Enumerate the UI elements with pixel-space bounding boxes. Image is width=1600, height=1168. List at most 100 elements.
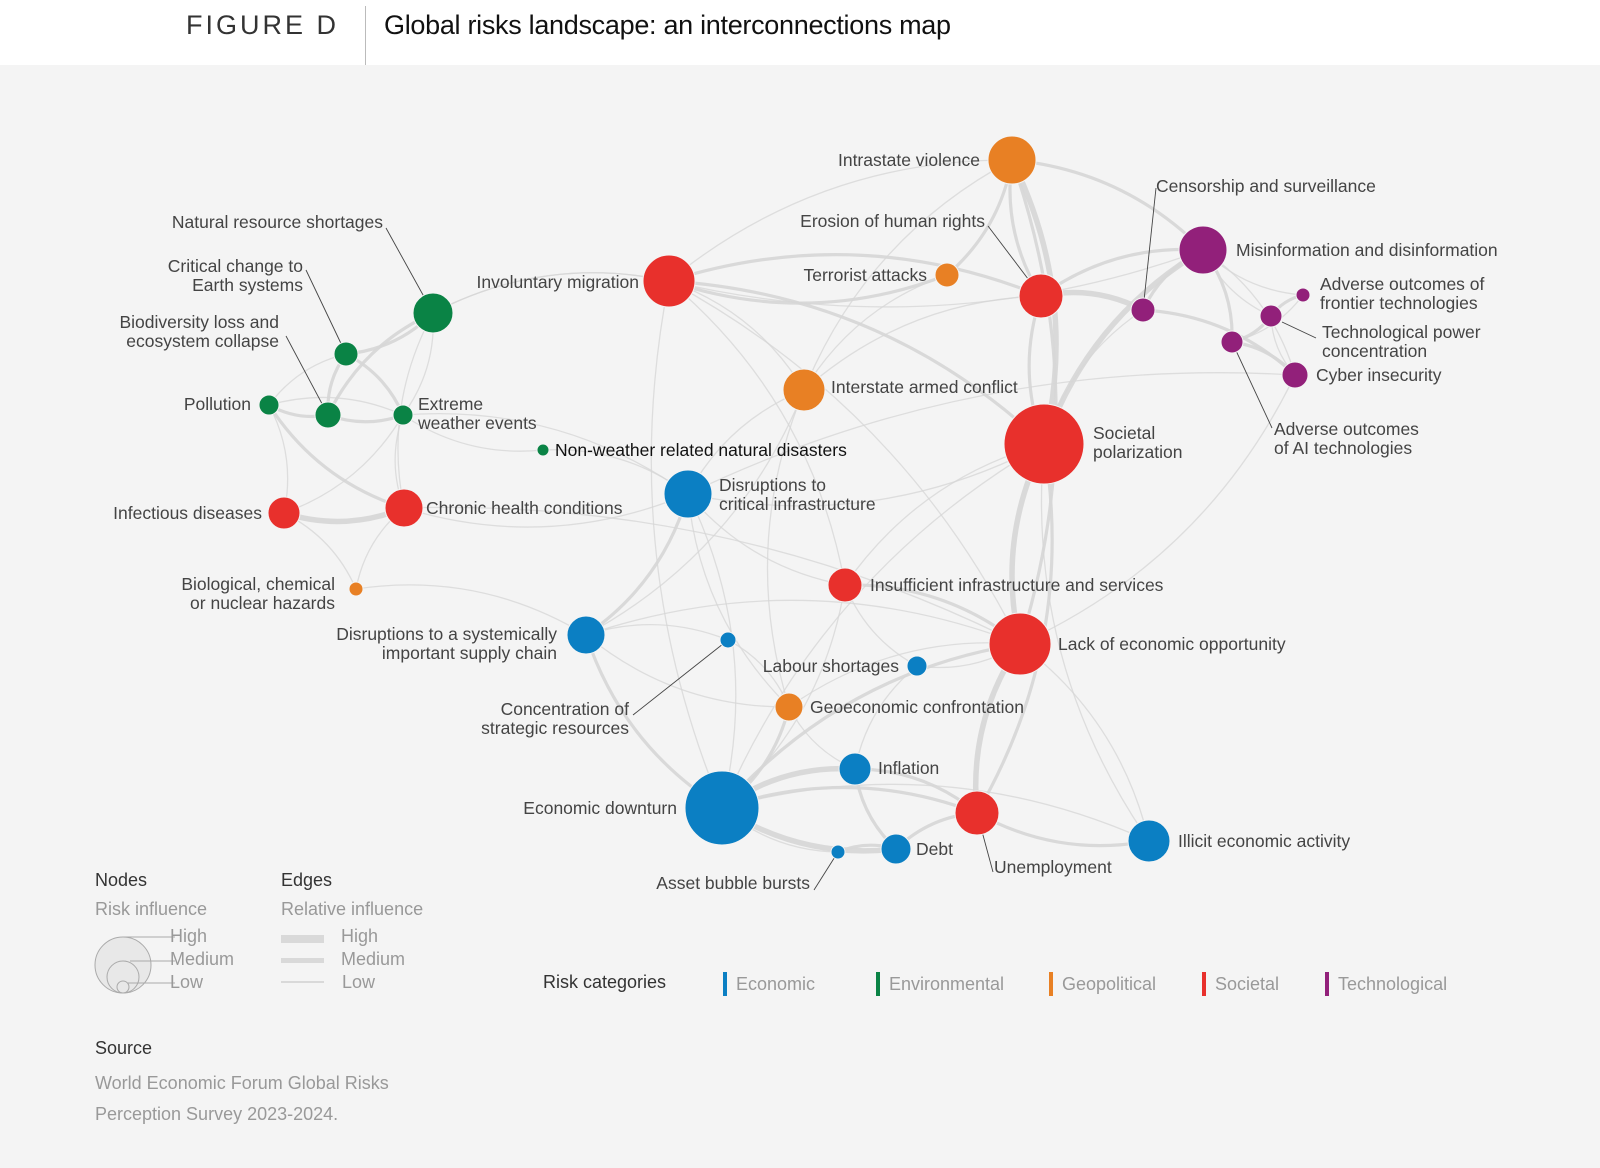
leader-line	[305, 269, 347, 355]
labels-layer: Intrastate violence Censorship and survei…	[113, 150, 1498, 893]
edge-critinfra-geoecon	[687, 493, 790, 708]
node-downturn[interactable]	[684, 770, 760, 846]
legend-edges-title: Edges	[281, 870, 333, 890]
node-involuntary[interactable]	[642, 254, 696, 308]
node-pollution[interactable]	[258, 394, 280, 416]
geopolitical-swatch	[1049, 972, 1053, 996]
node-lackecon[interactable]	[988, 612, 1052, 676]
edge-extreme-infectious	[283, 414, 404, 514]
node-label-erosion: Erosion of human rights	[800, 211, 985, 231]
leader-line	[632, 639, 729, 716]
node-label-intrastate: Intrastate violence	[838, 150, 980, 170]
source-line-1: World Economic Forum Global Risks	[95, 1073, 389, 1093]
leader-line	[1281, 321, 1317, 339]
edge-supply-geoecon	[585, 634, 790, 708]
category-label: Geopolitical	[1062, 973, 1157, 994]
edge-downturn-unemployment	[721, 785, 978, 815]
legend-nodes-subtitle: Risk influence	[95, 899, 208, 919]
node-label-extreme: Extreme weather events	[417, 394, 537, 433]
edge-supply-lackecon	[585, 599, 1021, 645]
node-label-critical: Critical change to Earth systems	[168, 256, 303, 295]
node-cyber[interactable]	[1281, 361, 1309, 389]
node-asset[interactable]	[830, 844, 846, 860]
node-label-misinfo: Misinformation and disinformation	[1236, 240, 1498, 260]
node-natres[interactable]	[412, 292, 454, 334]
edge-natres-involuntary	[432, 272, 670, 314]
legend-nodes: Nodes Risk influence	[95, 870, 207, 920]
edge-critinfra-downturn	[687, 493, 737, 809]
source-text: World Economic Forum Global Risks Percep…	[95, 1068, 389, 1130]
edge-critical-extreme	[345, 352, 405, 416]
legend-nodes-title: Nodes	[95, 870, 148, 890]
node-label-nonweather: Non-weather related natural disasters	[555, 440, 847, 460]
nodes-layer	[258, 135, 1311, 865]
category-economic: Economic	[723, 972, 815, 996]
edge-intrastate-misinfo	[1011, 158, 1205, 252]
category-label: Environmental	[889, 973, 1005, 994]
node-polarization[interactable]	[1003, 403, 1085, 485]
node-censorship[interactable]	[1130, 297, 1156, 323]
legend-edge-low: Low	[342, 972, 376, 992]
node-critical[interactable]	[333, 341, 359, 367]
node-label-biochem: Biological, chemical or nuclear hazards	[181, 574, 335, 613]
leader-lines-layer	[285, 187, 1317, 891]
category-label: Technological	[1338, 973, 1448, 994]
node-label-biodiv: Biodiversity loss and ecosystem collapse	[119, 312, 279, 351]
node-label-insufficient: Insufficient infrastructure and services	[870, 575, 1164, 595]
node-labour[interactable]	[906, 655, 928, 677]
node-label-polarization: Societal polarization	[1093, 423, 1183, 462]
node-debt[interactable]	[880, 833, 912, 865]
legend-node-high: High	[170, 926, 208, 946]
node-inflation[interactable]	[838, 752, 872, 786]
edge-pollution-extreme	[268, 396, 404, 416]
node-frontier[interactable]	[1295, 287, 1311, 303]
node-label-critinfra: Disruptions to critical infrastructure	[719, 475, 876, 514]
node-biochem[interactable]	[348, 581, 364, 597]
edge-chronic-critinfra	[403, 493, 689, 528]
node-label-downturn: Economic downturn	[523, 798, 677, 818]
node-nonweather[interactable]	[536, 443, 550, 457]
node-extreme[interactable]	[392, 404, 414, 426]
node-critinfra[interactable]	[663, 469, 713, 519]
node-misinfo[interactable]	[1178, 225, 1228, 275]
node-label-inflation: Inflation	[878, 758, 939, 778]
node-insufficient[interactable]	[827, 567, 863, 603]
figure-title: Global risks landscape: an interconnecti…	[384, 10, 951, 40]
node-terrorist[interactable]	[934, 262, 960, 288]
edge-interstate-supply	[585, 389, 805, 636]
node-intrastate[interactable]	[987, 135, 1037, 185]
edge-interstate-geoecon	[766, 389, 805, 708]
node-label-illicit: Illicit economic activity	[1178, 831, 1350, 851]
edge-low-swatch	[281, 981, 324, 983]
node-label-frontier: Adverse outcomes of frontier technologies	[1320, 274, 1485, 313]
node-label-labour: Labour shortages	[763, 656, 899, 676]
node-ai[interactable]	[1220, 330, 1244, 354]
node-infectious[interactable]	[267, 496, 301, 530]
node-concentration[interactable]	[719, 631, 737, 649]
category-societal: Societal	[1202, 972, 1279, 996]
node-techpower[interactable]	[1259, 304, 1283, 328]
node-chronic[interactable]	[384, 488, 424, 528]
figure-header: FIGURE D Global risks landscape: an inte…	[0, 0, 1600, 65]
node-label-asset: Asset bubble bursts	[656, 873, 810, 893]
category-environmental: Environmental	[876, 972, 1004, 996]
category-label: Economic	[736, 973, 816, 994]
node-unemployment[interactable]	[954, 790, 1000, 836]
node-illicit[interactable]	[1127, 819, 1171, 863]
category-technological: Technological	[1325, 972, 1447, 996]
source-line-2: Perception Survey 2023-2024.	[95, 1104, 339, 1124]
node-supply[interactable]	[566, 615, 606, 655]
edge-interstate-terrorist	[803, 274, 948, 391]
node-erosion[interactable]	[1018, 273, 1064, 319]
edge-misinfo-involuntary	[668, 249, 1204, 308]
node-label-cyber: Cyber insecurity	[1316, 365, 1442, 385]
node-label-unemployment: Unemployment	[994, 857, 1112, 877]
node-geoecon[interactable]	[774, 692, 804, 722]
risk-categories-label: Risk categories	[543, 972, 667, 992]
economic-swatch	[723, 972, 727, 996]
header-divider	[365, 6, 366, 65]
risk-categories-title: Risk categories	[543, 972, 666, 993]
node-biodiv[interactable]	[314, 401, 342, 429]
node-interstate[interactable]	[782, 368, 826, 412]
node-label-terrorist: Terrorist attacks	[804, 265, 928, 285]
